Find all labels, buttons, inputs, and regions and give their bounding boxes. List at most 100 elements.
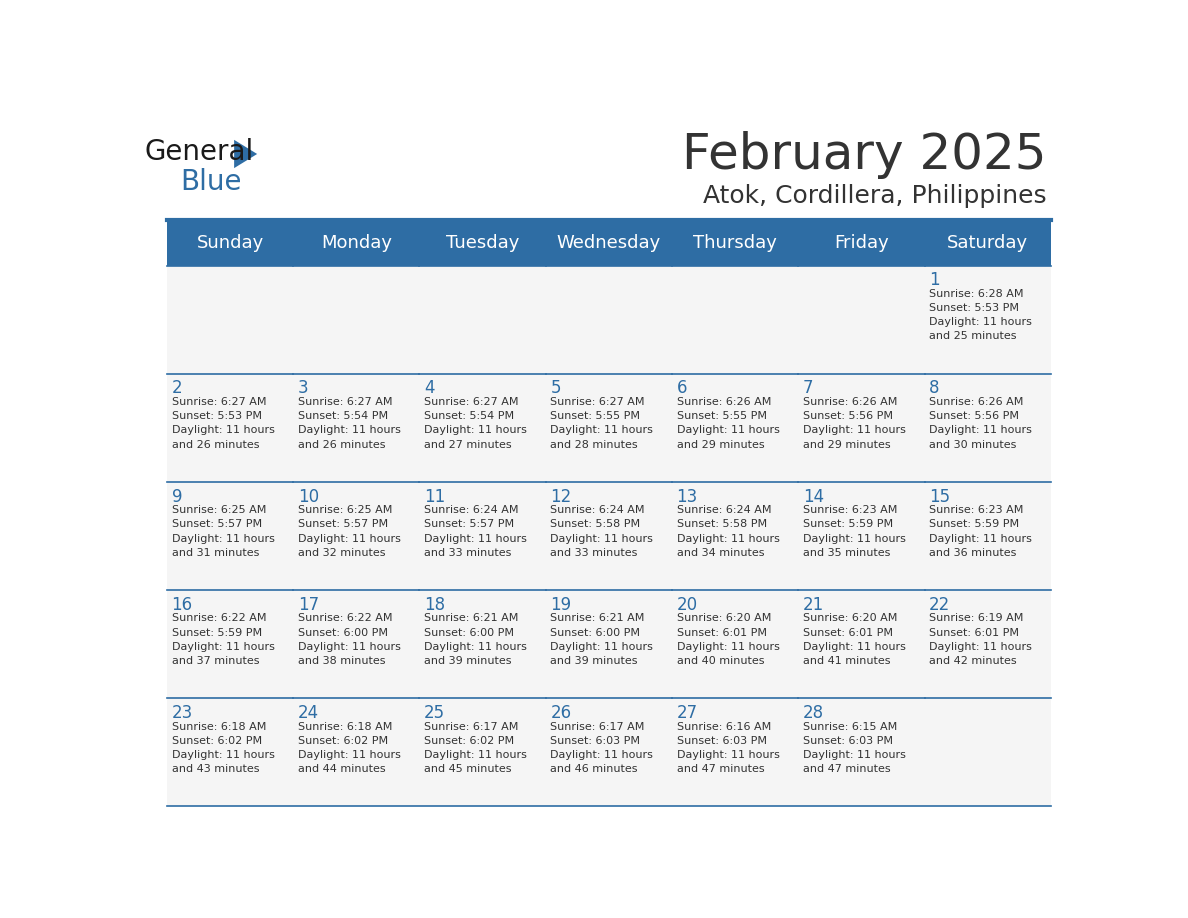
Text: Sunset: 5:54 PM: Sunset: 5:54 PM [424,411,514,421]
Text: Sunrise: 6:22 AM: Sunrise: 6:22 AM [298,613,392,623]
Text: Sunrise: 6:22 AM: Sunrise: 6:22 AM [171,613,266,623]
Text: 24: 24 [298,704,318,722]
Text: 17: 17 [298,596,318,614]
FancyBboxPatch shape [419,590,545,699]
Text: Sunrise: 6:24 AM: Sunrise: 6:24 AM [677,505,771,515]
Text: Sunset: 5:55 PM: Sunset: 5:55 PM [677,411,766,421]
Text: and 26 minutes: and 26 minutes [298,440,385,450]
FancyBboxPatch shape [166,265,293,374]
Text: Sunrise: 6:26 AM: Sunrise: 6:26 AM [803,397,897,408]
Text: Sunrise: 6:27 AM: Sunrise: 6:27 AM [550,397,645,408]
Text: 11: 11 [424,487,446,506]
FancyBboxPatch shape [924,219,1051,265]
FancyBboxPatch shape [545,265,672,374]
Text: Sunset: 6:01 PM: Sunset: 6:01 PM [803,628,893,638]
Text: and 26 minutes: and 26 minutes [171,440,259,450]
Text: Daylight: 11 hours: Daylight: 11 hours [424,425,527,435]
Text: and 35 minutes: and 35 minutes [803,548,890,558]
Text: and 39 minutes: and 39 minutes [424,655,512,666]
Text: Sunrise: 6:28 AM: Sunrise: 6:28 AM [929,289,1024,299]
Text: Daylight: 11 hours: Daylight: 11 hours [929,425,1032,435]
Text: and 47 minutes: and 47 minutes [677,764,764,774]
FancyBboxPatch shape [419,374,545,482]
Text: and 43 minutes: and 43 minutes [171,764,259,774]
Text: Sunset: 5:57 PM: Sunset: 5:57 PM [171,520,261,530]
Text: Monday: Monday [321,234,392,252]
FancyBboxPatch shape [672,482,798,590]
Text: 5: 5 [550,379,561,397]
Text: Sunset: 6:01 PM: Sunset: 6:01 PM [677,628,766,638]
Text: Sunset: 5:55 PM: Sunset: 5:55 PM [550,411,640,421]
Text: Sunset: 6:02 PM: Sunset: 6:02 PM [171,735,261,745]
Text: Daylight: 11 hours: Daylight: 11 hours [929,642,1032,652]
Text: Sunrise: 6:19 AM: Sunrise: 6:19 AM [929,613,1024,623]
Text: 8: 8 [929,379,940,397]
FancyBboxPatch shape [672,374,798,482]
Text: General: General [145,139,254,166]
Text: Daylight: 11 hours: Daylight: 11 hours [929,318,1032,328]
Text: 10: 10 [298,487,318,506]
Polygon shape [234,140,257,168]
Text: Sunset: 6:03 PM: Sunset: 6:03 PM [550,735,640,745]
Text: Daylight: 11 hours: Daylight: 11 hours [803,750,905,760]
FancyBboxPatch shape [798,699,924,806]
Text: 16: 16 [171,596,192,614]
FancyBboxPatch shape [924,265,1051,374]
FancyBboxPatch shape [798,219,924,265]
Text: Daylight: 11 hours: Daylight: 11 hours [424,750,527,760]
Text: Blue: Blue [181,168,242,196]
Text: 3: 3 [298,379,309,397]
FancyBboxPatch shape [419,482,545,590]
FancyBboxPatch shape [672,219,798,265]
Text: Sunrise: 6:23 AM: Sunrise: 6:23 AM [803,505,897,515]
FancyBboxPatch shape [924,699,1051,806]
Text: Daylight: 11 hours: Daylight: 11 hours [298,642,400,652]
Text: 12: 12 [550,487,571,506]
Text: Sunset: 6:03 PM: Sunset: 6:03 PM [803,735,893,745]
Text: Daylight: 11 hours: Daylight: 11 hours [298,533,400,543]
Text: and 36 minutes: and 36 minutes [929,548,1017,558]
Text: and 32 minutes: and 32 minutes [298,548,385,558]
Text: and 41 minutes: and 41 minutes [803,655,890,666]
Text: Sunrise: 6:26 AM: Sunrise: 6:26 AM [677,397,771,408]
Text: Sunset: 5:59 PM: Sunset: 5:59 PM [929,520,1019,530]
Text: Sunrise: 6:27 AM: Sunrise: 6:27 AM [298,397,392,408]
FancyBboxPatch shape [924,590,1051,699]
Text: and 47 minutes: and 47 minutes [803,764,891,774]
Text: and 39 minutes: and 39 minutes [550,655,638,666]
FancyBboxPatch shape [293,482,419,590]
Text: Tuesday: Tuesday [446,234,519,252]
Text: and 38 minutes: and 38 minutes [298,655,385,666]
FancyBboxPatch shape [166,374,293,482]
Text: and 33 minutes: and 33 minutes [424,548,511,558]
Text: Sunrise: 6:20 AM: Sunrise: 6:20 AM [803,613,897,623]
Text: Thursday: Thursday [693,234,777,252]
Text: Sunset: 6:00 PM: Sunset: 6:00 PM [424,628,514,638]
Text: 18: 18 [424,596,446,614]
Text: Sunrise: 6:26 AM: Sunrise: 6:26 AM [929,397,1024,408]
FancyBboxPatch shape [419,219,545,265]
Text: Sunset: 6:01 PM: Sunset: 6:01 PM [929,628,1019,638]
Text: Daylight: 11 hours: Daylight: 11 hours [424,642,527,652]
FancyBboxPatch shape [293,590,419,699]
FancyBboxPatch shape [166,219,293,265]
Text: Sunset: 5:59 PM: Sunset: 5:59 PM [171,628,261,638]
Text: and 27 minutes: and 27 minutes [424,440,512,450]
Text: 26: 26 [550,704,571,722]
Text: Sunset: 5:56 PM: Sunset: 5:56 PM [803,411,893,421]
FancyBboxPatch shape [166,482,293,590]
FancyBboxPatch shape [798,482,924,590]
Text: and 40 minutes: and 40 minutes [677,655,764,666]
Text: Sunset: 6:02 PM: Sunset: 6:02 PM [298,735,388,745]
Text: 4: 4 [424,379,435,397]
Text: and 29 minutes: and 29 minutes [803,440,891,450]
Text: 9: 9 [171,487,182,506]
Text: Daylight: 11 hours: Daylight: 11 hours [171,533,274,543]
Text: Sunset: 5:57 PM: Sunset: 5:57 PM [298,520,388,530]
FancyBboxPatch shape [545,590,672,699]
Text: 19: 19 [550,596,571,614]
Text: Sunset: 6:00 PM: Sunset: 6:00 PM [298,628,387,638]
Text: Sunset: 5:53 PM: Sunset: 5:53 PM [171,411,261,421]
Text: Sunrise: 6:18 AM: Sunrise: 6:18 AM [171,722,266,732]
Text: Sunset: 5:58 PM: Sunset: 5:58 PM [677,520,766,530]
